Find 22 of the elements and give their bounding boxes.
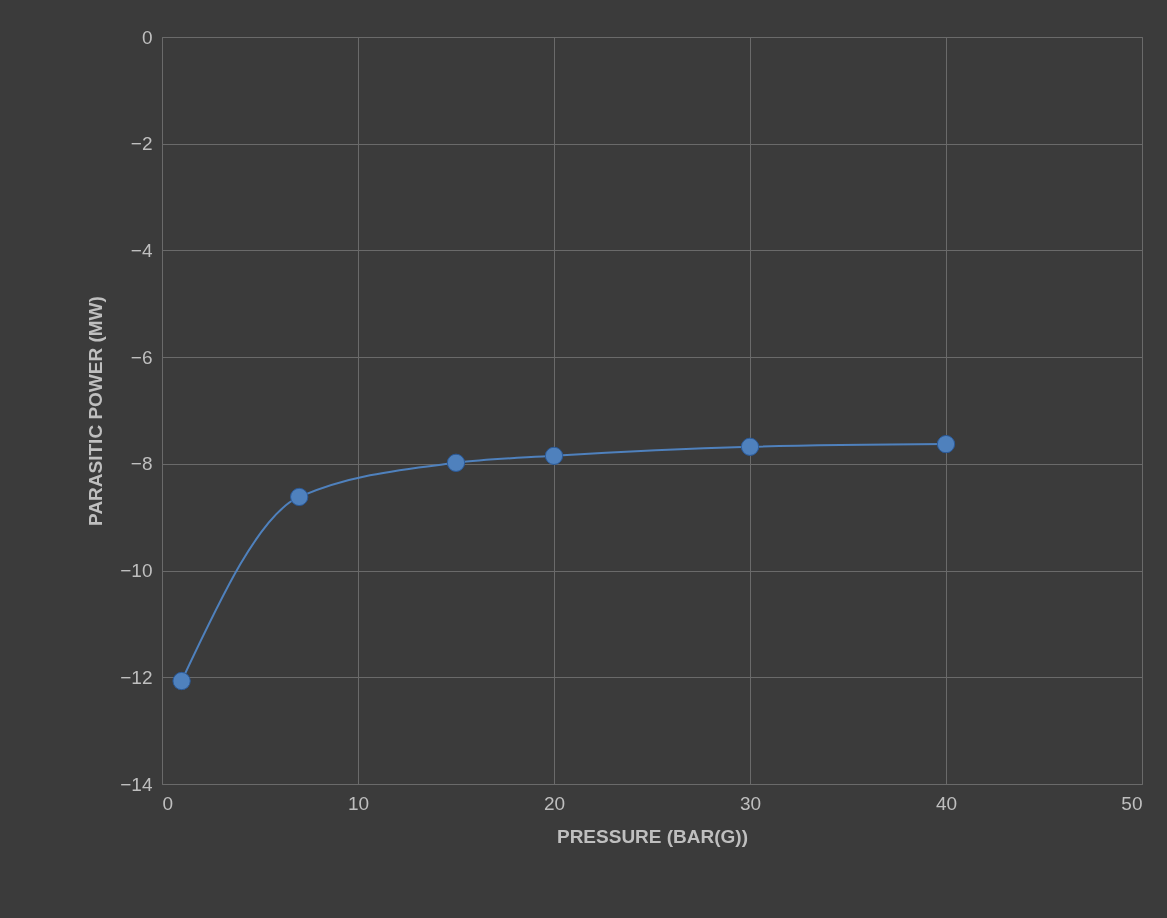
y-tick-label: −2: [130, 133, 153, 155]
point: [290, 487, 309, 507]
y-tick-label: −8: [130, 453, 153, 475]
x-axis-title: PRESSURE (BAR(G)): [556, 825, 749, 847]
y-tick-label: 0: [141, 26, 153, 48]
x-tick-label: 0: [162, 792, 174, 814]
y-tick-label: −14: [120, 773, 153, 795]
y-tick-label: −4: [130, 239, 153, 261]
x-tick-label: 30: [739, 792, 762, 814]
point: [936, 434, 956, 454]
x-tick-label: 10: [347, 792, 370, 814]
x-tick-label: 20: [543, 792, 566, 814]
point: [446, 453, 466, 472]
y-axis-title: PARASITIC POWER (MW): [85, 296, 107, 526]
y-tick-label: −10: [120, 560, 153, 582]
point: [172, 671, 191, 691]
x-tick-label: 50: [1121, 792, 1143, 814]
point: [544, 446, 564, 465]
y-tick-label: −12: [120, 666, 153, 688]
x-tick-label: 40: [935, 792, 958, 814]
point: [740, 437, 760, 456]
y-tick-label: −6: [130, 346, 153, 368]
